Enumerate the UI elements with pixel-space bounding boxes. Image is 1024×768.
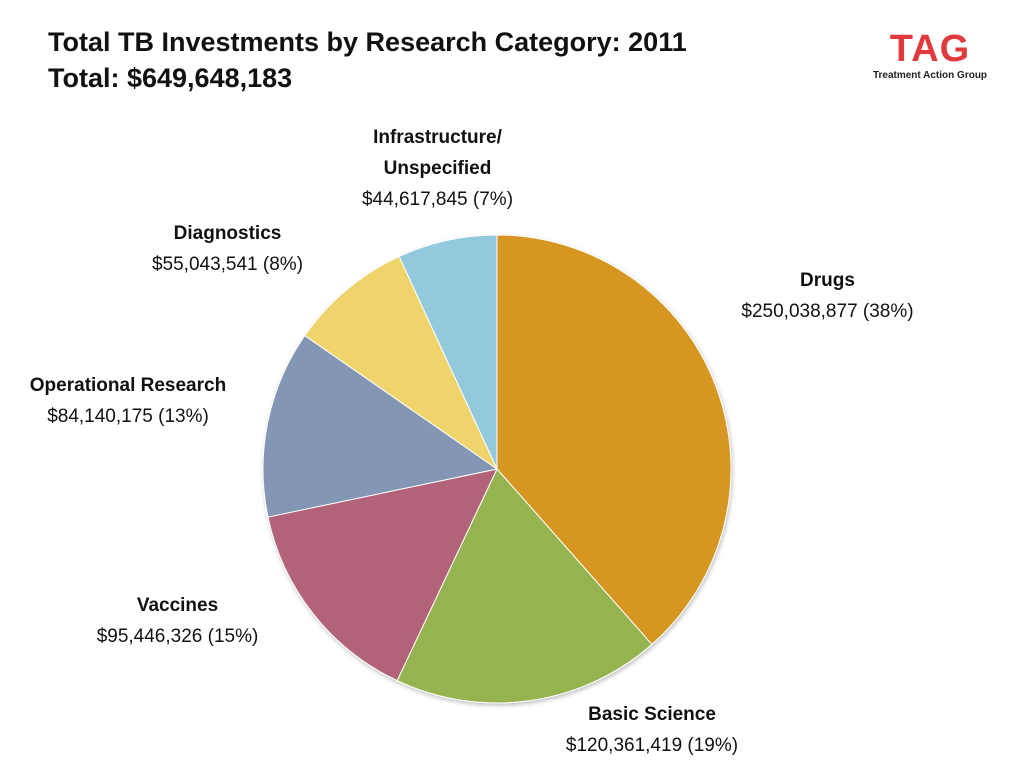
slice-label-diagnostics: Diagnostics $55,043,541 (8%): [125, 218, 330, 280]
pie-slice-infrastructure-unspecified: [398, 234, 498, 470]
slice-label-name: Drugs: [800, 270, 855, 291]
slice-label-operational-research: Operational Research $84,140,175 (13%): [8, 370, 248, 432]
pie-slice-operational-research: [262, 334, 499, 518]
slice-label-value: $95,446,326 (15%): [96, 626, 259, 647]
slice-label-name: Operational Research: [29, 375, 227, 396]
slice-label-name: Vaccines: [136, 595, 219, 616]
tag-logo: TAG Treatment Action Group: [860, 30, 1000, 81]
slice-label-value: $250,038,877 (38%): [741, 301, 914, 322]
slice-label-infrastructure-unspecified: Infrastructure/ Unspecified $44,617,845 …: [330, 122, 545, 215]
slice-label-name: Basic Science: [588, 704, 716, 725]
slice-label-value: $84,140,175 (13%): [47, 406, 209, 427]
slice-label-value: $55,043,541 (8%): [151, 254, 304, 275]
pie-slice-vaccines: [267, 468, 498, 682]
slice-label-basic-science: Basic Science $120,361,419 (19%): [542, 699, 762, 761]
slice-label-name: Infrastructure/ Unspecified: [373, 127, 502, 179]
logo-mark: TAG: [889, 28, 971, 70]
pie-slice-diagnostics: [304, 255, 499, 471]
pie-slice-basic-science: [396, 468, 653, 704]
slice-label-vaccines: Vaccines $95,446,326 (15%): [70, 590, 285, 652]
chart-subtitle: Total: $649,648,183: [48, 63, 293, 93]
logo-subtitle: Treatment Action Group: [872, 70, 988, 81]
slice-label-name: Diagnostics: [173, 223, 282, 244]
slice-label-value: $44,617,845 (7%): [361, 189, 514, 210]
slice-label-value: $120,361,419 (19%): [565, 735, 739, 756]
chart-title: Total TB Investments by Research Categor…: [48, 27, 687, 57]
pie-slice-drugs: [496, 234, 732, 646]
chart-title-block: Total TB Investments by Research Categor…: [48, 24, 687, 96]
slice-label-drugs: Drugs $250,038,877 (38%): [720, 265, 935, 327]
